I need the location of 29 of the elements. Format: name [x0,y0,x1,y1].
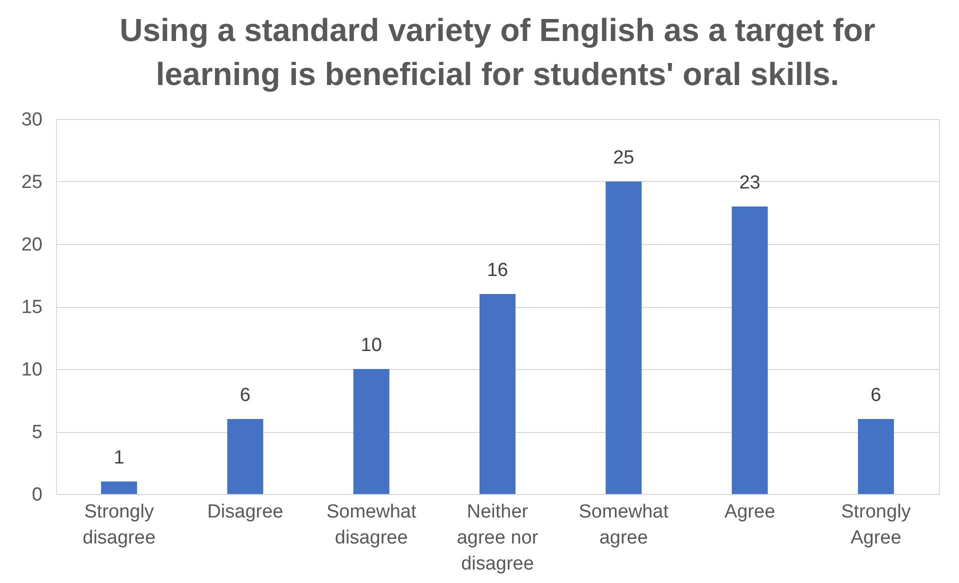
y-tick-label: 10 [21,360,42,380]
bar [101,482,138,494]
data-label: 25 [613,148,634,168]
x-tick-label: Somewhat disagree [326,502,417,548]
bar [858,419,894,494]
bar [480,294,516,494]
x-tick-label: Disagree [207,502,284,522]
y-tick-label: 25 [21,172,42,193]
x-tick-label: Neither agree nor disagree [456,502,539,574]
y-tick-label: 20 [21,234,42,256]
y-tick-label: 30 [21,110,42,130]
y-tick-label: 15 [21,297,42,318]
bar [606,182,642,494]
data-label: 6 [240,385,251,406]
x-tick-label: Strongly Agree [841,502,912,548]
y-tick-label: 0 [32,484,42,506]
x-tick-label: Agree [724,502,776,522]
x-tick-label: Somewhat agree [578,502,670,548]
bar [732,206,768,494]
data-label: 6 [870,385,882,406]
bar [353,369,390,494]
x-tick-label: Strongly disagree [82,502,156,548]
y-tick-label: 5 [32,422,42,443]
data-label: 16 [486,260,508,281]
bar [227,419,264,494]
chart-title: Using a standard variety of English as a target for learning is beneficial for students' oral skills. [120,12,876,92]
data-label: 23 [739,172,760,194]
data-label: 10 [360,335,382,356]
data-label: 1 [114,448,124,468]
